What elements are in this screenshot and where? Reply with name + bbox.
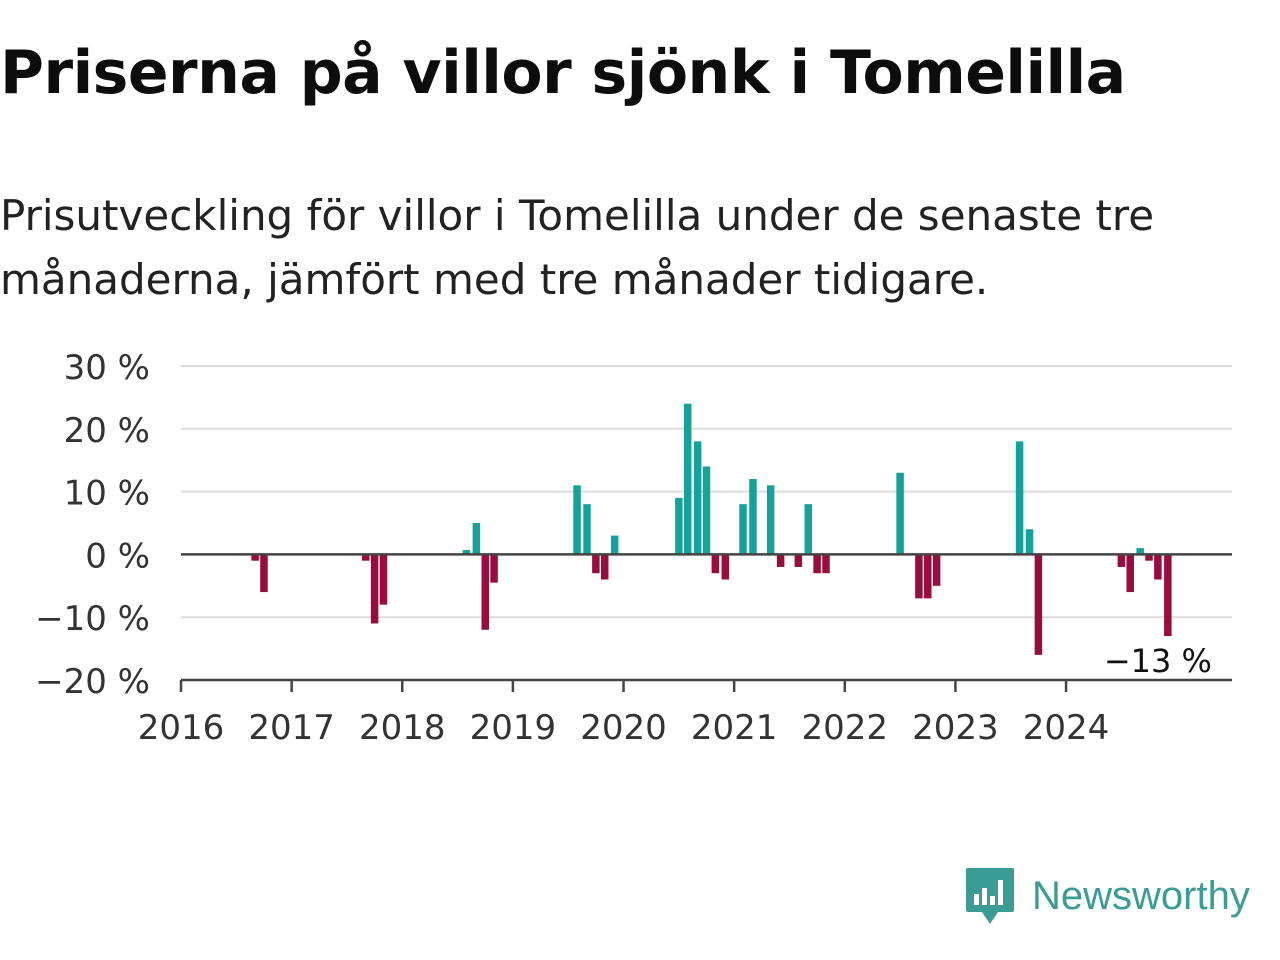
bar — [739, 504, 747, 555]
x-tick-label: 2023 — [912, 708, 999, 748]
bar — [481, 554, 489, 630]
brand-logo[interactable]: Newsworthy — [964, 866, 1250, 926]
bar — [1025, 529, 1034, 555]
bar — [1015, 441, 1024, 555]
bar — [490, 554, 498, 583]
x-tick-label: 2022 — [802, 708, 889, 748]
bar — [379, 554, 388, 605]
bar — [600, 554, 609, 580]
bar — [1164, 554, 1172, 637]
bar — [915, 554, 923, 599]
bar — [251, 554, 259, 561]
bar — [794, 554, 803, 567]
brand-name: Newsworthy — [1032, 873, 1250, 918]
tick-labels: 30 % 20 % 10 % 0 % −10 % −20 % 2016 2017 2018 201… — [35, 348, 1109, 748]
bar — [1154, 554, 1162, 580]
bar — [822, 554, 830, 574]
bar — [583, 504, 591, 555]
bar — [592, 554, 600, 574]
bar — [370, 554, 379, 624]
chart-subtitle: Prisutveckling för villor i Tomelilla un… — [0, 191, 1155, 304]
bar — [462, 550, 471, 555]
bar — [766, 485, 775, 555]
bar — [924, 554, 932, 599]
x-tick-label: 2019 — [470, 708, 557, 748]
bar — [610, 535, 619, 555]
bar — [573, 485, 581, 555]
x-tick-label: 2021 — [691, 708, 778, 748]
bar — [693, 441, 702, 555]
bar — [813, 554, 821, 574]
y-tick-label: −10 % — [35, 599, 150, 639]
axes — [179, 553, 1232, 692]
bar — [896, 472, 904, 555]
bar — [1136, 548, 1144, 555]
bar-chart: 30 % 20 % 10 % 0 % −10 % −20 % 2016 2017 2018 201… — [35, 348, 1232, 748]
bar — [804, 504, 813, 555]
bar — [1117, 554, 1126, 567]
y-tick-label: 10 % — [64, 474, 150, 514]
annotation-label: −13 % — [1104, 642, 1212, 680]
chart-title: Priserna på villor sjönk i Tomelilla — [0, 38, 1126, 108]
annotation: −13 % — [1101, 639, 1215, 683]
bar — [362, 554, 370, 561]
x-tick-label: 2024 — [1023, 708, 1110, 748]
bar — [675, 497, 683, 555]
bar — [932, 554, 941, 586]
y-tick-label: −20 % — [35, 662, 150, 702]
y-tick-label: 30 % — [64, 348, 150, 388]
bar — [776, 554, 785, 567]
x-tick-label: 2017 — [248, 708, 335, 748]
bar — [711, 554, 720, 574]
bar — [260, 554, 268, 593]
y-tick-label: 0 % — [85, 536, 150, 576]
bar — [721, 554, 730, 580]
bar — [1145, 554, 1153, 561]
bars — [251, 403, 1172, 655]
bar — [472, 523, 481, 555]
x-tick-label: 2018 — [359, 708, 446, 748]
x-tick-label: 2016 — [138, 708, 225, 748]
bar — [749, 479, 757, 555]
bar — [1126, 554, 1134, 593]
x-tick-label: 2020 — [580, 708, 667, 748]
bar — [1034, 554, 1043, 655]
bar — [683, 403, 692, 555]
bar-chart-speech-bubble-icon — [966, 868, 1014, 924]
y-tick-label: 20 % — [64, 411, 150, 451]
bar — [702, 466, 711, 555]
